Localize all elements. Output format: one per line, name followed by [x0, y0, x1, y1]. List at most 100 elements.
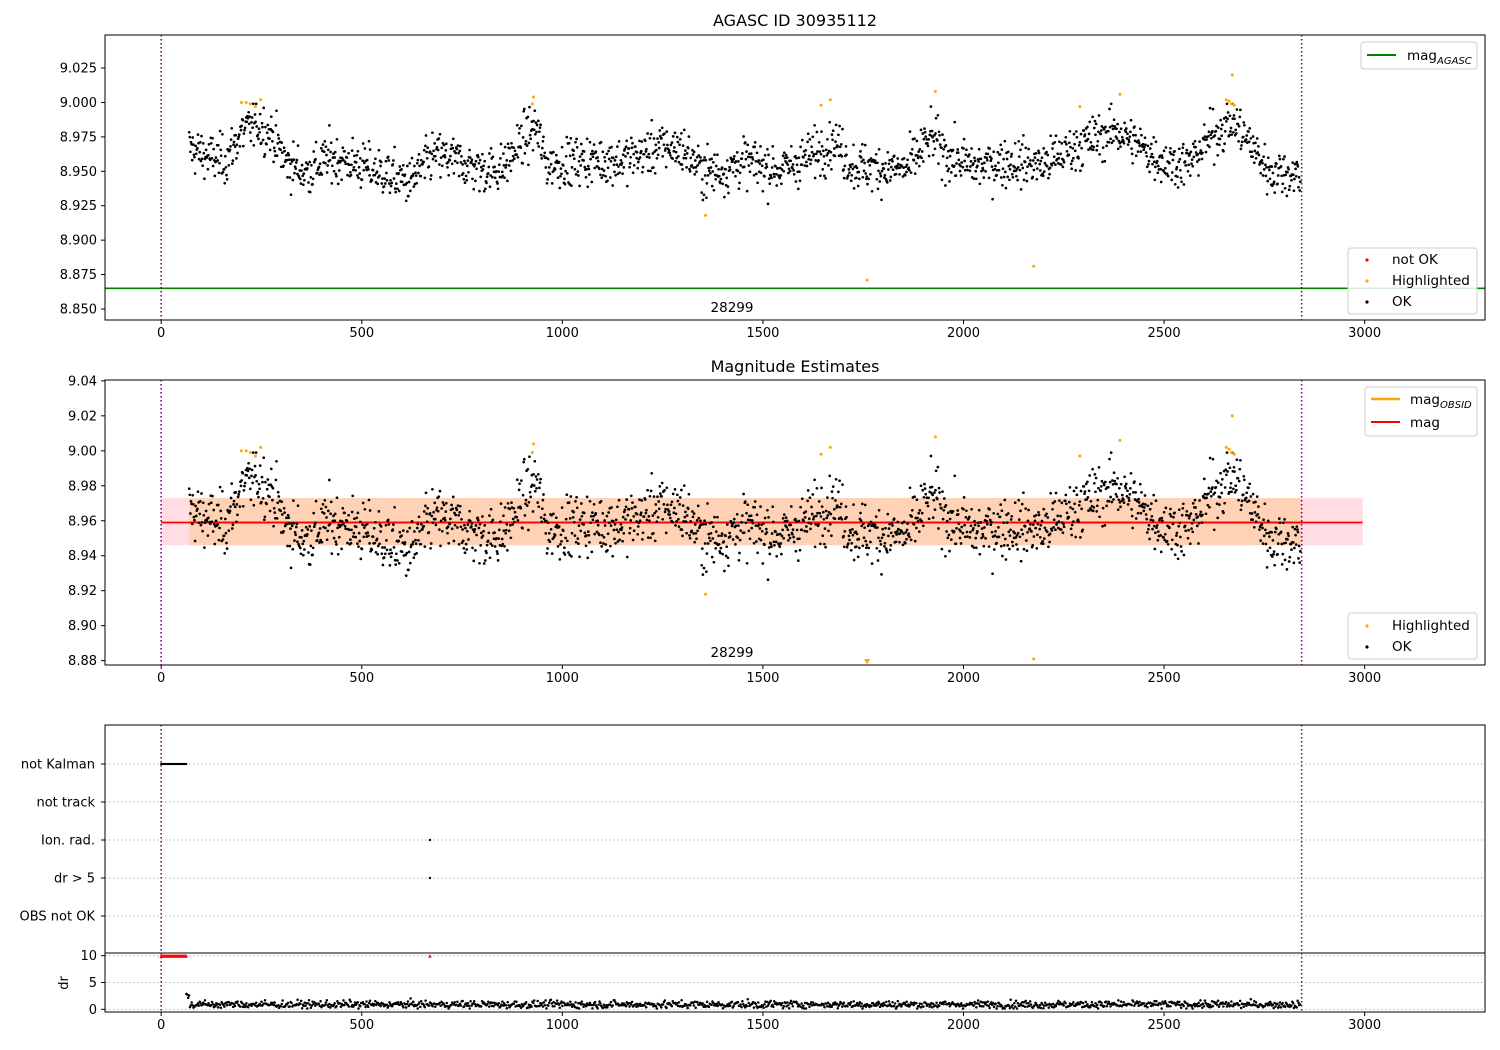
ok-point: [446, 165, 449, 169]
x-tick-label: 500: [349, 671, 374, 686]
ok-point: [1272, 552, 1275, 556]
ok-point: [189, 150, 192, 154]
highlighted-point: [244, 100, 248, 104]
ok-point: [379, 530, 382, 533]
ok-point: [917, 530, 921, 533]
ok-point: [1036, 522, 1040, 526]
ok-point: [475, 533, 478, 537]
ok-point: [359, 557, 363, 561]
ok-point: [1109, 451, 1113, 454]
ok-point: [842, 534, 845, 538]
ok-point: [656, 515, 660, 519]
ok-point: [533, 109, 537, 113]
ok-point: [926, 504, 930, 508]
ok-point: [1128, 135, 1132, 139]
ok-point: [1004, 186, 1008, 190]
dr-point: [544, 999, 547, 1002]
ok-point: [482, 189, 486, 193]
ok-point: [365, 522, 369, 526]
ok-point: [614, 155, 618, 159]
ok-point: [475, 167, 478, 171]
ok-point: [526, 115, 530, 119]
ok-point: [1089, 499, 1093, 503]
ok-point: [576, 170, 580, 173]
ok-point: [214, 156, 218, 159]
ok-point: [854, 530, 858, 534]
ok-point: [705, 570, 708, 574]
dr-point: [422, 1003, 426, 1007]
dr-point: [763, 1003, 766, 1006]
ok-point: [385, 179, 389, 182]
ok-point: [961, 531, 965, 535]
y-tick-label: 8.96: [68, 514, 97, 529]
ok-point: [1054, 491, 1058, 495]
ok-point: [1286, 170, 1289, 174]
ok-point: [1288, 555, 1292, 559]
ok-point: [1245, 491, 1249, 495]
dr-point: [1007, 1004, 1011, 1007]
ok-point: [600, 533, 604, 537]
ok-point: [1187, 163, 1190, 167]
ok-point: [188, 135, 192, 139]
ok-point: [660, 126, 664, 130]
ok-point: [617, 530, 620, 534]
dr-point: [882, 1001, 885, 1005]
ok-point: [390, 551, 394, 555]
ok-point: [335, 496, 339, 500]
dr-point: [846, 1005, 849, 1008]
ok-point: [411, 172, 415, 176]
ok-point: [655, 156, 659, 160]
dr-point: [469, 999, 472, 1003]
ok-point: [304, 525, 308, 529]
ok-point: [372, 162, 376, 165]
ok-point: [1297, 185, 1300, 189]
ok-point: [1053, 140, 1057, 144]
ok-point: [452, 539, 456, 543]
ok-point: [560, 540, 563, 543]
ok-point: [720, 534, 723, 538]
ok-point: [434, 523, 438, 527]
ok-point: [921, 160, 925, 163]
ok-point: [218, 485, 222, 489]
ok-point: [304, 161, 308, 164]
ok-point: [1144, 513, 1148, 516]
ok-point: [341, 146, 345, 150]
ok-point: [419, 542, 423, 546]
dr-point: [692, 1004, 696, 1007]
ok-point: [532, 484, 536, 487]
ok-point: [1239, 147, 1243, 151]
ok-point: [1153, 178, 1157, 182]
dr-point: [677, 1001, 681, 1004]
ok-point: [547, 531, 551, 535]
ok-point: [938, 491, 941, 494]
ok-point: [439, 519, 443, 523]
ok-point: [578, 184, 581, 188]
ok-point: [661, 155, 665, 158]
ok-point: [326, 529, 330, 533]
ok-point: [1153, 547, 1157, 551]
ok-point: [289, 162, 292, 166]
ok-point: [706, 174, 710, 177]
ok-point: [578, 155, 582, 158]
ok-point: [706, 542, 710, 545]
ok-point: [942, 147, 946, 151]
ok-point: [711, 170, 715, 173]
ok-point: [783, 156, 787, 160]
ok-point: [819, 174, 822, 178]
ok-point: [962, 137, 966, 141]
dr-point: [324, 1001, 328, 1004]
ok-point: [692, 532, 695, 535]
ok-point: [193, 518, 196, 522]
ok-point: [352, 165, 356, 169]
ok-point: [959, 542, 963, 545]
ok-point: [1283, 518, 1286, 521]
ok-point: [455, 147, 459, 151]
ok-point: [536, 119, 540, 123]
ok-point: [406, 164, 409, 168]
dr-point: [405, 1002, 409, 1006]
ok-point: [1100, 479, 1104, 483]
ok-point: [833, 154, 837, 158]
ok-point: [868, 529, 872, 533]
ok-point: [1136, 150, 1140, 153]
ok-point: [1010, 514, 1014, 518]
